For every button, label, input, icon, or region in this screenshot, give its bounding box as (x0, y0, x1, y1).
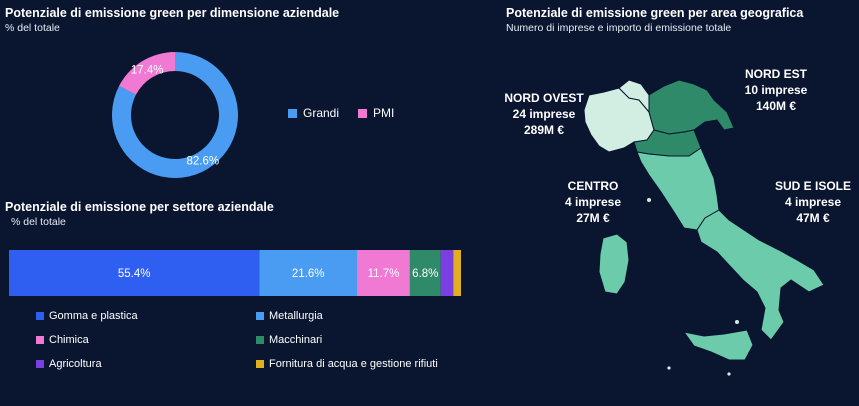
region-name: NORD EST (744, 67, 807, 81)
bar-legend-agricoltura: Agricoltura (36, 358, 102, 370)
legend-label: Gomma e plastica (49, 310, 138, 322)
donut-data-label: 82.6% (187, 156, 220, 168)
map-region-nord-est (648, 79, 735, 135)
bar-segment-1 (9, 250, 260, 296)
region-label-nord-est: NORD EST 10 imprese 140M € (735, 66, 817, 114)
region-label-sud: SUD E ISOLE 4 imprese 47M € (770, 178, 856, 226)
legend-swatch (256, 360, 264, 368)
map-region-sud (696, 209, 825, 341)
bar-data-label: 11.7% (368, 268, 400, 280)
legend-swatch (36, 312, 44, 320)
legend-label: Agricoltura (49, 358, 102, 370)
map-title: Potenziale di emissione green per area g… (506, 6, 804, 20)
bar-segment-2 (259, 250, 358, 296)
region-importo: 47M € (796, 211, 830, 225)
bar-data-label: 6.8% (412, 268, 438, 280)
bar-chart-title: Potenziale di emissione per settore azie… (5, 200, 274, 214)
region-name: SUD E ISOLE (774, 179, 851, 193)
legend-label: Metallurgia (269, 310, 323, 322)
legend-label: Grandi (303, 106, 340, 120)
region-imprese: 4 imprese (564, 195, 622, 209)
map-region-sicilia (682, 329, 754, 361)
donut-chart-subtitle: % del totale (5, 22, 60, 34)
bar-segment-6 (453, 250, 461, 296)
donut-legend-grandi: Grandi (288, 106, 339, 120)
map-region-sardegna (598, 233, 630, 295)
bar-segment-4 (409, 250, 441, 296)
legend-swatch (36, 336, 44, 344)
region-imprese: 4 imprese (784, 195, 842, 209)
region-imprese: 10 imprese (744, 83, 808, 97)
donut-chart-title: Potenziale di emissione green per dimens… (5, 6, 340, 20)
donut-slice-pmi (119, 52, 175, 95)
region-name: CENTRO (567, 179, 619, 193)
bar-legend-acqua: Fornitura di acqua e gestione rifiuti (256, 358, 438, 370)
legend-label: PMI (373, 106, 395, 120)
legend-swatch (288, 108, 297, 118)
region-importo: 289M € (523, 123, 565, 137)
region-imprese: 24 imprese (512, 107, 576, 121)
region-label-nord-ovest: NORD OVEST 24 imprese 289M € (500, 90, 588, 138)
legend-label: Chimica (49, 334, 89, 346)
donut-slice-grandi (111, 52, 238, 178)
legend-swatch (256, 312, 264, 320)
donut-legend-pmi: PMI (358, 106, 394, 120)
donut-chart: 82.6% 17.4% (111, 52, 238, 178)
bar-legend-gomma: Gomma e plastica (36, 310, 138, 322)
bar-data-label: 21.6% (292, 268, 325, 280)
region-importo: 27M € (576, 211, 610, 225)
legend-swatch (358, 108, 367, 118)
region-importo: 140M € (755, 99, 797, 113)
legend-label: Macchinari (269, 334, 323, 346)
donut-data-label: 17.4% (131, 64, 164, 76)
stacked-bar-chart: 55.4% 21.6% 11.7% 6.8% (9, 250, 461, 296)
italy-map (583, 79, 825, 376)
bar-chart-subtitle: % del totale (11, 216, 66, 228)
region-name: NORD OVEST (504, 91, 584, 105)
bar-segment-5 (440, 250, 454, 296)
bar-segment-3 (357, 250, 410, 296)
legend-swatch (36, 360, 44, 368)
legend-label: Fornitura di acqua e gestione rifiuti (269, 358, 438, 370)
bar-legend-metallurgia: Metallurgia (256, 310, 323, 322)
bar-data-label: 55.4% (118, 268, 151, 280)
map-subtitle: Numero di imprese e importo di emissione… (506, 22, 732, 34)
region-label-centro: CENTRO 4 imprese 27M € (555, 178, 631, 226)
bar-legend-macchinari: Macchinari (256, 334, 322, 346)
legend-swatch (256, 336, 264, 344)
bar-legend-chimica: Chimica (36, 334, 89, 346)
